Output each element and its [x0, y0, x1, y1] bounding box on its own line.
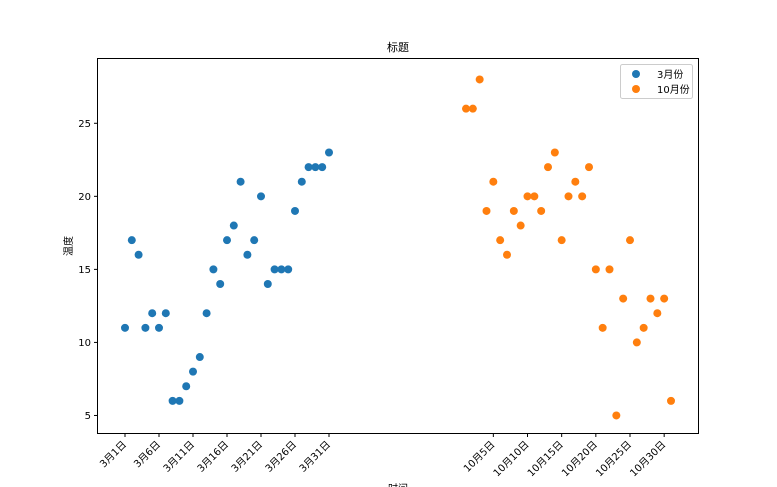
- data-point-series-2: [537, 206, 546, 215]
- data-point-series-1: [161, 309, 170, 318]
- x-tick-label: 10月15日: [525, 439, 566, 480]
- x-tick-label: 3月16日: [195, 439, 231, 475]
- data-point-series-2: [612, 411, 621, 420]
- data-point-series-1: [284, 265, 293, 274]
- data-point-series-2: [632, 338, 641, 347]
- x-tick-label: 3月11日: [161, 439, 197, 475]
- data-point-series-1: [141, 323, 150, 332]
- y-tick-label: 25: [78, 119, 91, 130]
- x-tick-label: 3月26日: [263, 439, 299, 475]
- data-point-series-1: [134, 250, 143, 259]
- data-point-series-1: [250, 236, 259, 245]
- data-point-series-1: [209, 265, 218, 274]
- data-point-series-1: [182, 382, 191, 391]
- data-point-series-2: [509, 206, 518, 215]
- data-point-series-2: [482, 206, 491, 215]
- data-point-series-1: [189, 367, 197, 376]
- y-axis-label: 温度: [62, 236, 75, 256]
- data-point-series-1: [263, 279, 272, 288]
- data-point-series-1: [216, 279, 225, 288]
- data-point-series-1: [155, 323, 163, 332]
- data-point-series-1: [291, 206, 299, 215]
- data-point-series-2: [571, 177, 580, 186]
- y-axis: 5 10 15 20 25: [78, 119, 98, 422]
- y-tick-label: 20: [78, 192, 91, 203]
- data-point-series-1: [304, 163, 313, 172]
- plot-frame: [97, 58, 699, 434]
- data-point-series-1: [243, 250, 252, 259]
- data-point-series-2: [578, 192, 587, 201]
- data-point-series-2: [653, 309, 662, 318]
- data-point-series-2: [598, 323, 607, 332]
- x-tick-label: 3月21日: [229, 439, 265, 475]
- legend-label-series-1: 3月份: [657, 69, 683, 81]
- data-point-series-2: [585, 163, 593, 172]
- x-tick-label: 10月20日: [559, 439, 600, 480]
- data-point-series-2: [462, 104, 470, 113]
- data-point-series-2: [591, 265, 600, 274]
- legend-marker-series-1: [632, 70, 640, 78]
- x-tick-label: 3月31日: [297, 439, 333, 475]
- data-point-series-1: [175, 396, 184, 405]
- data-point-series-2: [564, 192, 573, 201]
- data-point-series-1: [257, 192, 265, 201]
- y-tick-label: 5: [85, 411, 91, 422]
- data-point-series-1: [311, 163, 320, 172]
- x-tick-label: 3月6日: [131, 439, 163, 471]
- legend: 3月份 10月份: [620, 64, 693, 99]
- data-point-series-2: [496, 236, 505, 245]
- data-point-series-2: [646, 294, 655, 303]
- x-tick-label: 10月10日: [491, 439, 532, 480]
- data-point-series-2: [530, 192, 539, 201]
- data-point-series-2: [619, 294, 628, 303]
- data-point-series-2: [639, 323, 648, 332]
- data-point-series-1: [270, 265, 279, 274]
- x-tick-label: 10月25日: [593, 439, 634, 480]
- data-point-series-2: [523, 192, 532, 201]
- y-tick-label: 10: [78, 338, 91, 349]
- data-point-series-1: [121, 323, 129, 332]
- data-point-series-2: [626, 236, 634, 245]
- data-point-series-1: [168, 396, 177, 405]
- chart-title: 标题: [387, 40, 409, 54]
- data-point-series-2: [468, 104, 477, 113]
- data-point-series-1: [127, 236, 136, 245]
- data-point-series-2: [667, 396, 675, 405]
- x-tick-label: 3月1日: [97, 439, 129, 471]
- data-point-series-1: [195, 353, 204, 362]
- data-points: [121, 75, 675, 420]
- data-point-series-2: [544, 163, 552, 172]
- data-point-series-2: [550, 148, 559, 157]
- x-tick-label: 10月5日: [461, 439, 497, 475]
- data-point-series-2: [660, 294, 669, 303]
- data-point-series-1: [202, 309, 211, 318]
- data-point-series-2: [557, 236, 566, 245]
- data-point-series-2: [475, 75, 484, 84]
- legend-marker-series-2: [632, 85, 640, 93]
- data-point-series-1: [277, 265, 286, 274]
- data-point-series-2: [503, 250, 511, 259]
- data-point-series-2: [516, 221, 525, 230]
- data-point-series-1: [236, 177, 245, 186]
- data-point-series-1: [223, 236, 231, 245]
- data-point-series-1: [297, 177, 306, 186]
- data-point-series-1: [318, 163, 327, 172]
- data-point-series-1: [325, 148, 333, 157]
- data-point-series-1: [229, 221, 238, 230]
- legend-label-series-2: 10月份: [657, 84, 690, 96]
- x-tick-label: 10月30日: [628, 439, 669, 480]
- data-point-series-2: [605, 265, 614, 274]
- x-axis-label: 时间: [388, 482, 408, 487]
- data-point-series-2: [489, 177, 498, 186]
- y-tick-label: 15: [78, 265, 91, 276]
- data-point-series-1: [148, 309, 157, 318]
